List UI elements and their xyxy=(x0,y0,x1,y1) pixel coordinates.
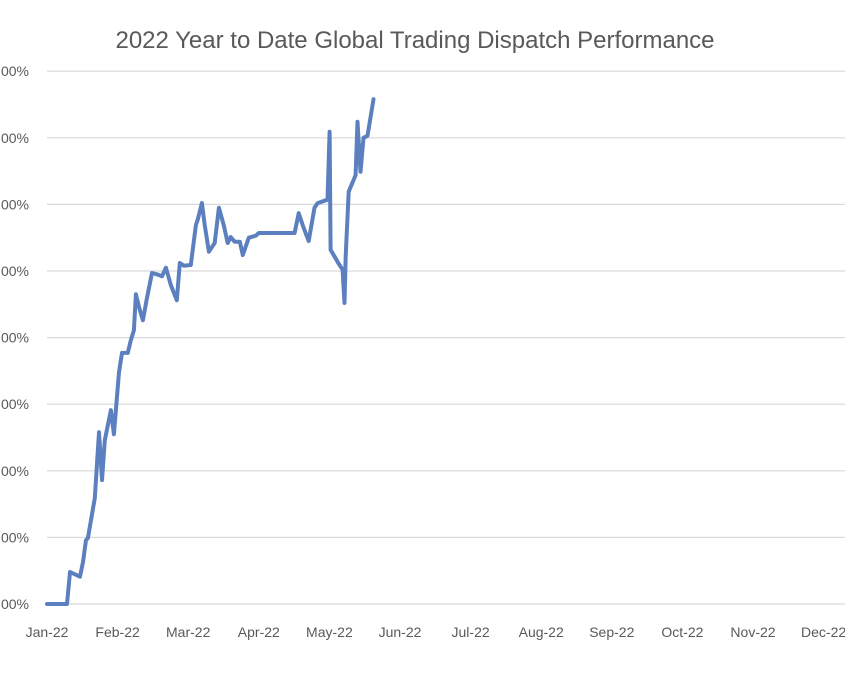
y-tick-label: 00% xyxy=(1,63,29,79)
x-tick-label: Jan-22 xyxy=(26,624,69,640)
x-tick-label: Sep-22 xyxy=(589,624,634,640)
x-tick-label: Feb-22 xyxy=(95,624,140,640)
y-tick-label: 00% xyxy=(1,596,29,612)
y-tick-label: 00% xyxy=(1,396,29,412)
chart-title: 2022 Year to Date Global Trading Dispatc… xyxy=(115,27,714,54)
x-tick-label: Oct-22 xyxy=(661,624,703,640)
y-tick-label: 00% xyxy=(1,529,29,545)
x-axis: Jan-22 Feb-22 Mar-22 Apr-22 May-22 Jun-22 Jul-… xyxy=(26,624,845,640)
y-tick-label: 00% xyxy=(1,130,29,146)
series-group xyxy=(45,97,376,606)
y-tick-label: 00% xyxy=(1,330,29,346)
y-tick-label: 00% xyxy=(1,196,29,212)
x-tick-label: Mar-22 xyxy=(166,624,211,640)
x-tick-label: Dec-22 xyxy=(801,624,845,640)
x-tick-label: Jun-22 xyxy=(379,624,422,640)
x-tick-label: Nov-22 xyxy=(730,624,775,640)
y-axis: 00% 00% 00% 00% 00% 00% 00% 00% 00% xyxy=(1,63,29,612)
x-tick-label: Apr-22 xyxy=(238,624,280,640)
gridlines xyxy=(47,70,845,605)
x-tick-label: Jul-22 xyxy=(452,624,490,640)
y-tick-label: 00% xyxy=(1,263,29,279)
y-tick-label: 00% xyxy=(1,463,29,479)
series-line xyxy=(45,97,376,606)
x-tick-label: Aug-22 xyxy=(519,624,564,640)
x-tick-label: May-22 xyxy=(306,624,353,640)
